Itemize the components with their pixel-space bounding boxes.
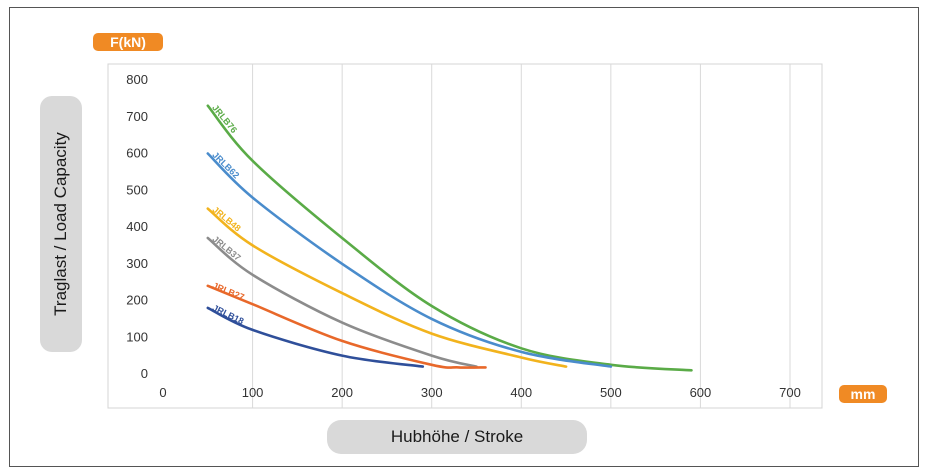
x-tick-label-0: 0: [159, 385, 166, 400]
y-tick-label-7: 700: [126, 109, 148, 124]
plot-area: [107, 63, 823, 409]
y-tick-label-3: 300: [126, 256, 148, 271]
series-line-jrlb37: [206, 236, 478, 368]
y-tick-label-1: 100: [126, 329, 148, 344]
chart-plot: 0 100 200 300 400 500 600 700 0 100 200 300 400 500 60…: [107, 63, 823, 409]
x-unit-badge: mm: [839, 385, 887, 403]
y-unit-badge: F(kN): [93, 33, 163, 51]
x-tick-label-5: 500: [600, 385, 622, 400]
y-tick-label-6: 600: [126, 146, 148, 161]
series-line-jrlb27: [206, 284, 487, 369]
x-tick-label-4: 400: [510, 385, 532, 400]
y-tick-label-8: 800: [126, 72, 148, 87]
x-tick-label-6: 600: [690, 385, 712, 400]
series-line-jrlb76: [206, 104, 693, 372]
x-tick-label-7: 700: [779, 385, 801, 400]
x-tick-label-1: 100: [242, 385, 264, 400]
y-tick-label-0: 0: [141, 366, 148, 381]
series-line-jrlb18: [206, 306, 425, 368]
series-line-jrlb62: [206, 152, 613, 368]
y-tick-label-2: 200: [126, 293, 148, 308]
x-tick-label-3: 300: [421, 385, 443, 400]
y-axis-label-pill: [40, 96, 82, 352]
x-axis-label: Hubhöhe / Stroke: [327, 420, 587, 454]
series-line-jrlb48: [206, 207, 568, 368]
y-tick-label-4: 400: [126, 219, 148, 234]
y-tick-label-5: 500: [126, 182, 148, 197]
x-tick-label-2: 200: [331, 385, 353, 400]
